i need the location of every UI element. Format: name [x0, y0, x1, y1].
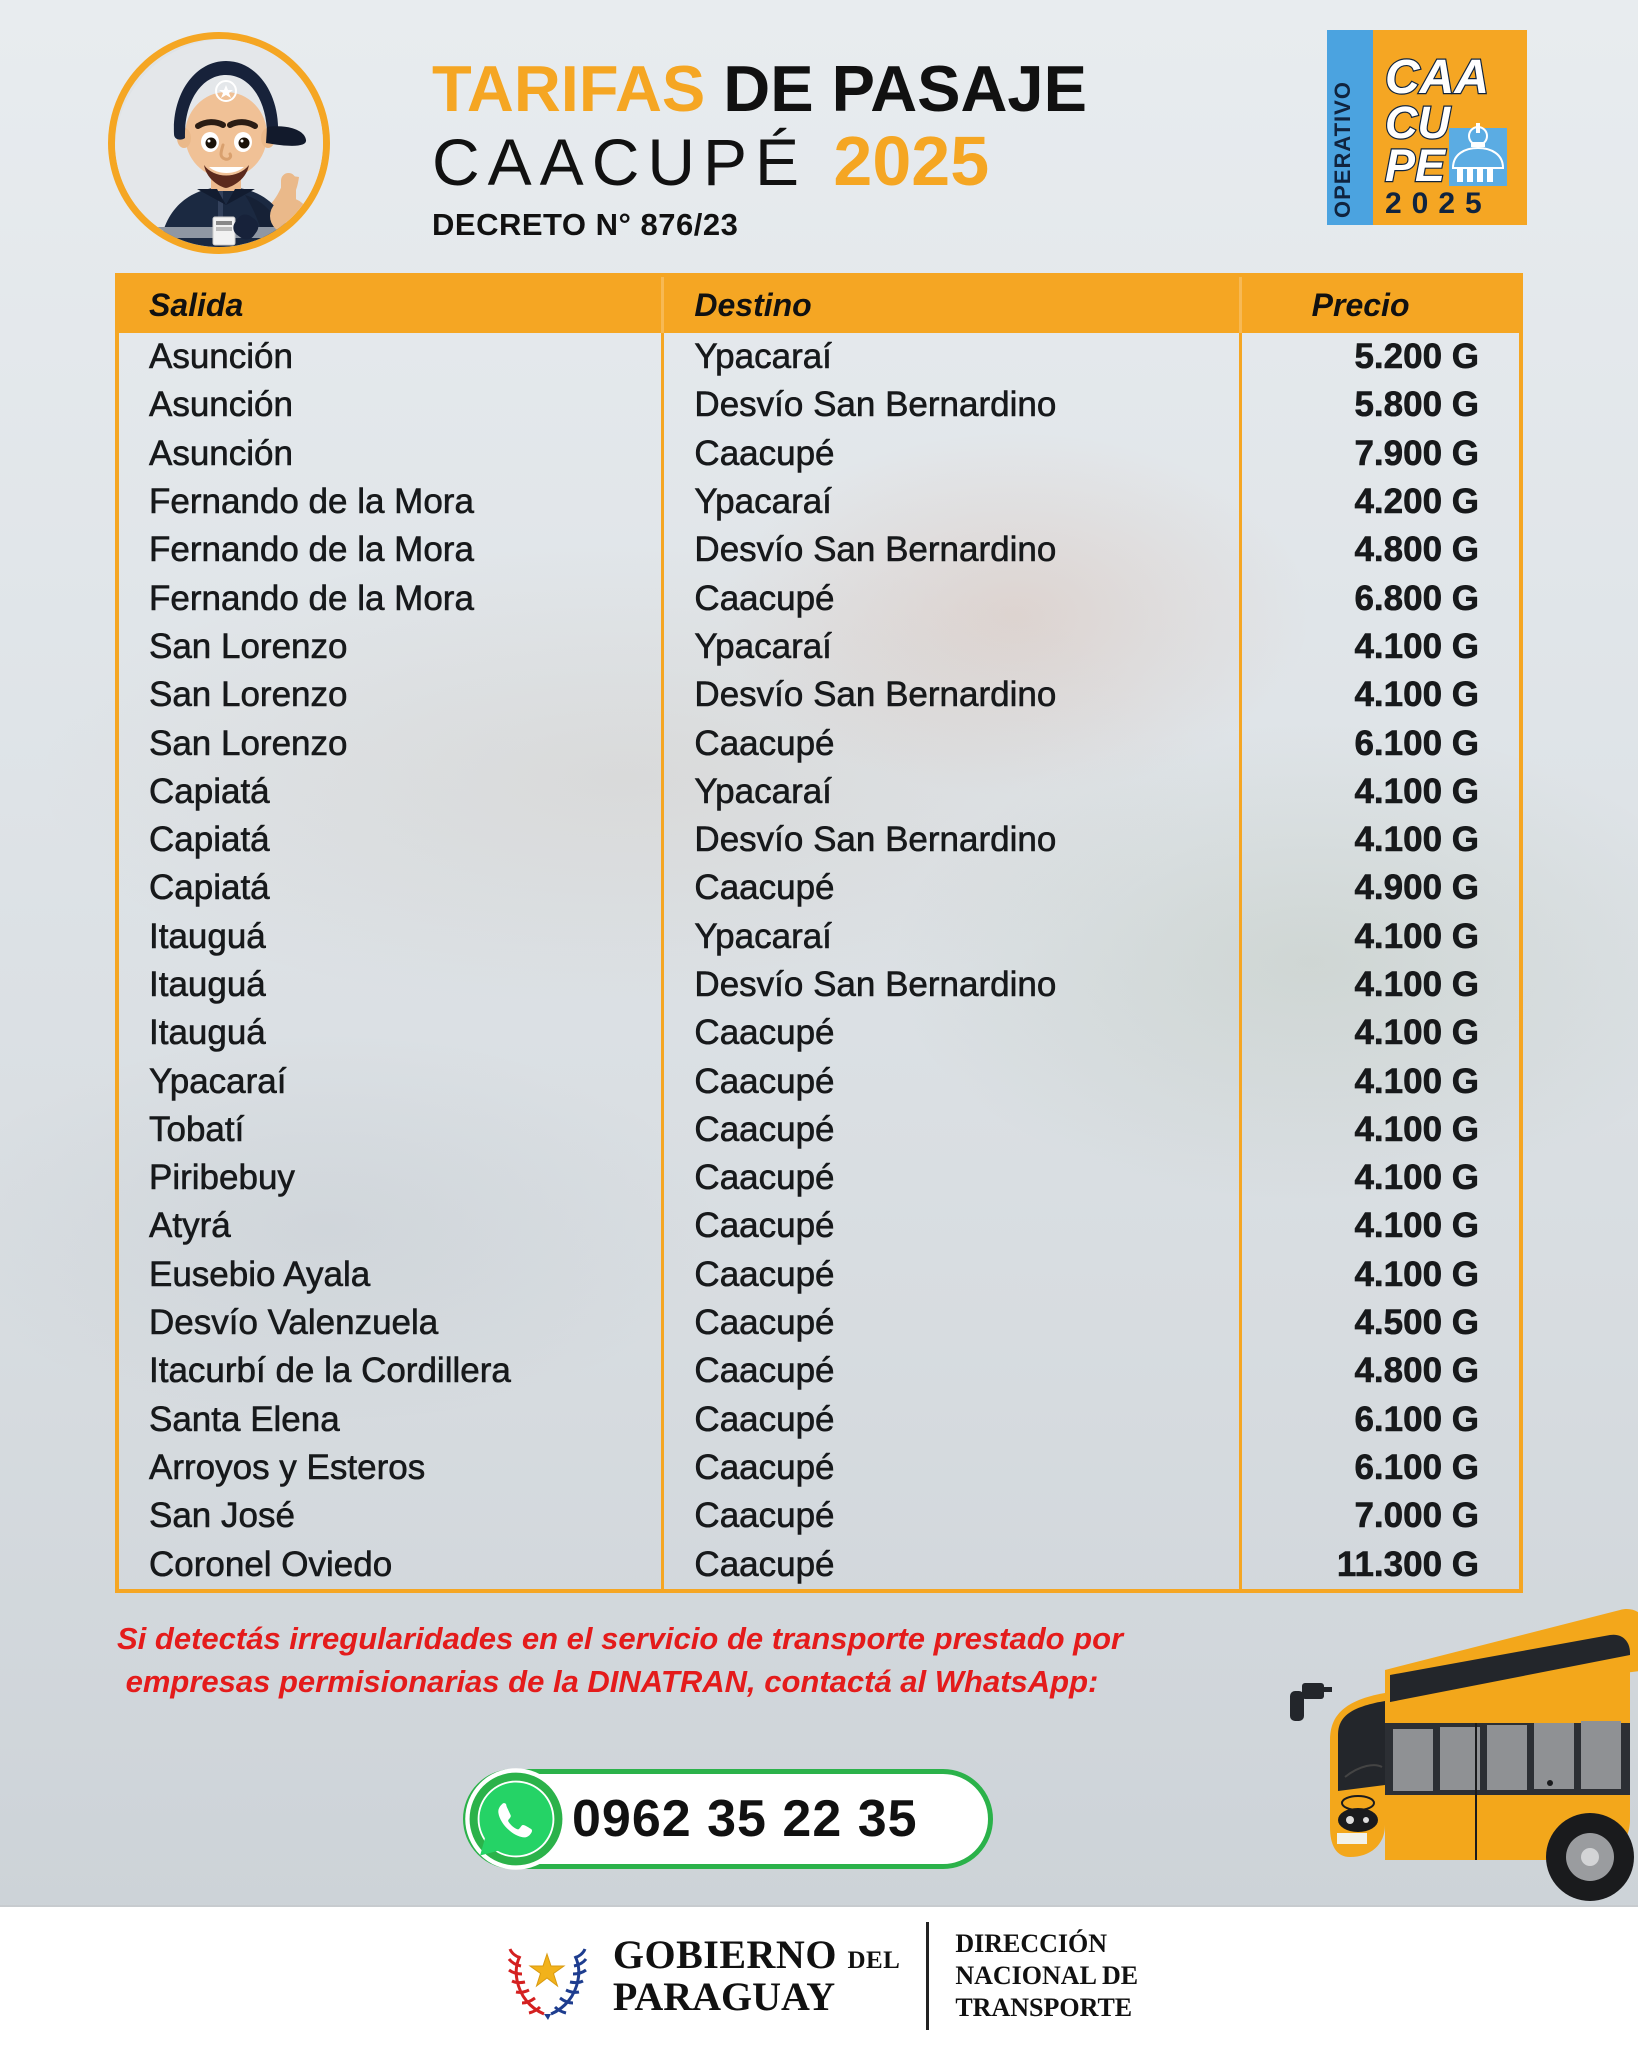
svg-text:2025: 2025 — [1385, 187, 1492, 220]
svg-text:OPERATIVO: OPERATIVO — [1330, 81, 1355, 218]
svg-text:PE: PE — [1385, 140, 1447, 191]
